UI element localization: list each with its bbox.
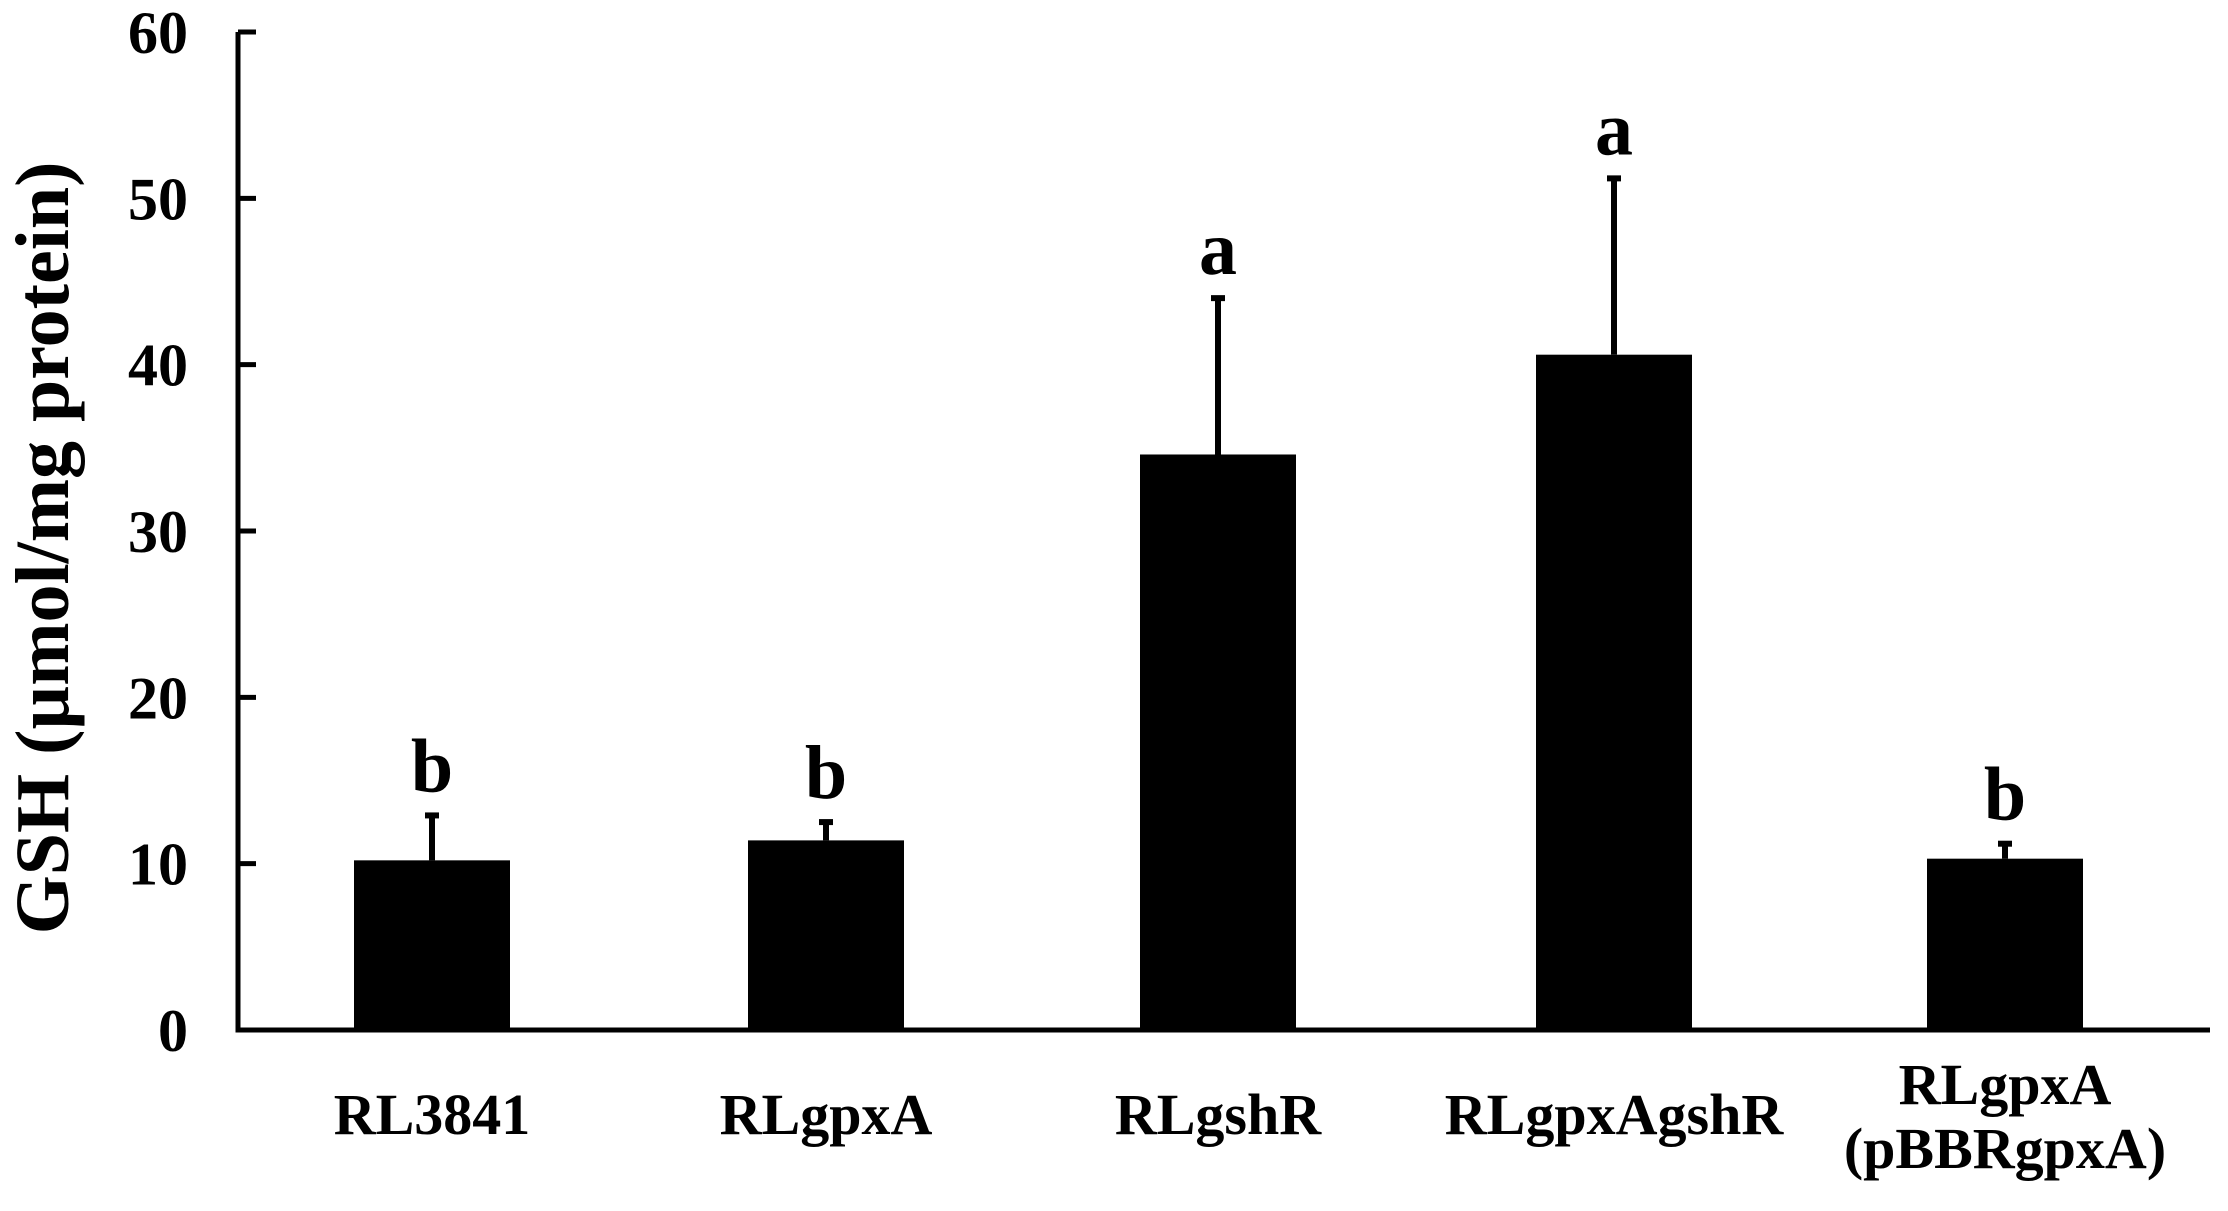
- y-ticks-layer: 0 10 20 30 40 50 60: [128, 0, 256, 1064]
- bar: [748, 840, 904, 1030]
- x-tick-label: RL3841: [334, 1082, 531, 1147]
- significance-letter: b: [411, 724, 453, 808]
- x-tick-label: RLgpxA: [720, 1082, 933, 1147]
- y-tick-label: 20: [128, 665, 188, 731]
- y-tick-label: 0: [158, 998, 188, 1064]
- y-tick-label: 10: [128, 832, 188, 898]
- significance-letter: b: [1984, 753, 2026, 837]
- error-bars-layer: [425, 175, 2012, 861]
- x-tick-label: RLgshR: [1115, 1082, 1322, 1147]
- y-tick-label: 60: [128, 0, 188, 66]
- significance-letter: b: [805, 731, 847, 815]
- significance-letter: a: [1595, 87, 1633, 171]
- y-tick-label: 30: [128, 499, 188, 565]
- y-axis-title: GSH (µmol/mg protein): [1, 162, 85, 935]
- bar: [354, 860, 510, 1030]
- x-tick-label: RLgpxA (pBBRgpxA): [1844, 1052, 2166, 1181]
- significance-letters-layer: b b a a b: [411, 87, 2026, 836]
- bar: [1140, 454, 1296, 1030]
- significance-letter: a: [1199, 207, 1237, 291]
- x-tick-labels-layer: RL3841 RLgpxA RLgshR RLgpxAgshR RLgpxA (pBBRg…: [334, 1052, 2166, 1181]
- bar: [1536, 354, 1692, 1031]
- y-tick-label: 40: [128, 333, 188, 399]
- bar: [1927, 858, 2083, 1030]
- bars-layer: [354, 354, 2083, 1031]
- x-tick-label: RLgpxAgshR: [1445, 1082, 1785, 1147]
- y-tick-label: 50: [128, 166, 188, 232]
